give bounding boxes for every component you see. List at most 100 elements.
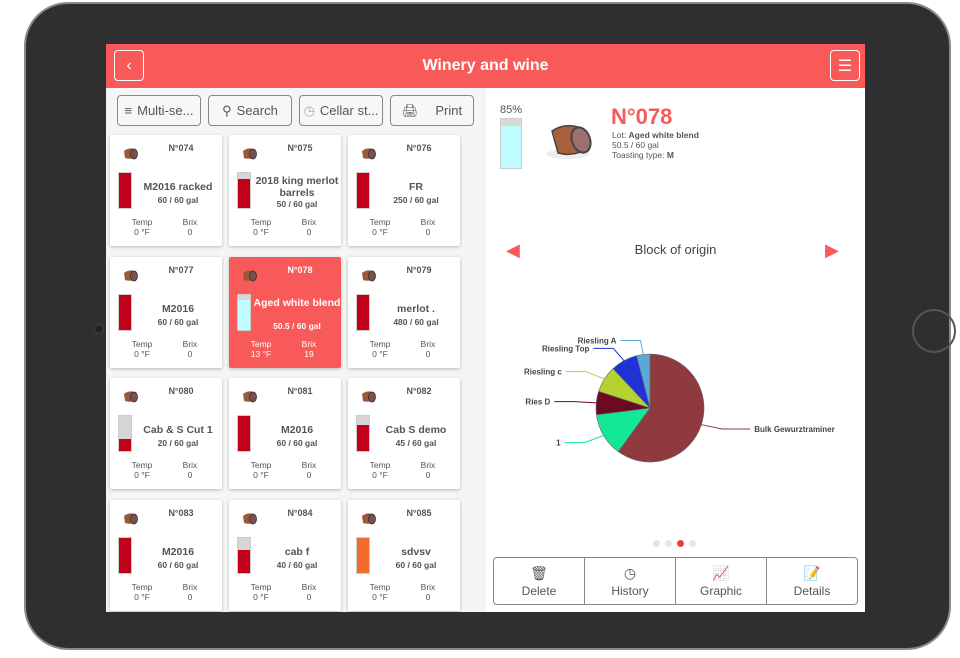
brix-label: Brix xyxy=(420,460,436,470)
temp-label: Temp xyxy=(131,582,153,592)
brix-stat: Brix 0 xyxy=(408,217,448,237)
fill-gauge xyxy=(237,415,251,452)
menu-button[interactable]: ☰ xyxy=(830,50,860,81)
brix-stat: Brix 0 xyxy=(408,460,448,480)
barrel-card[interactable]: N°078 Aged white blend 50.5 / 60 gal Tem… xyxy=(229,257,341,368)
temp-stat: Temp 0 °F xyxy=(241,217,281,237)
brix-stat: Brix 0 xyxy=(170,460,210,480)
barrel-lot-name: FR xyxy=(409,181,423,193)
fill-percent: 85% xyxy=(500,104,523,116)
history-button[interactable]: ◷ History xyxy=(585,558,676,604)
barrel-card[interactable]: N°082 Cab S demo 45 / 60 gal Temp 0 °F Br… xyxy=(348,378,460,489)
prev-chart-button[interactable]: ◀ xyxy=(506,240,520,260)
barrel-lot-name: M2016 xyxy=(280,424,314,436)
temp-value: 0 °F xyxy=(134,227,150,237)
fill-gauge-level xyxy=(119,173,131,208)
back-button[interactable]: ‹ xyxy=(114,50,144,81)
pie-leader-line xyxy=(593,347,625,362)
brix-value: 19 xyxy=(304,349,314,359)
barrel-number: N°078 xyxy=(611,104,673,129)
home-button[interactable] xyxy=(912,309,956,353)
next-chart-button[interactable]: ▶ xyxy=(825,240,839,260)
barrel-number: N°084 xyxy=(287,508,313,518)
page-dot[interactable] xyxy=(653,540,660,547)
barrel-icon xyxy=(362,270,376,282)
brix-label: Brix xyxy=(420,339,436,349)
fill-gauge-level xyxy=(238,178,250,208)
brix-label: Brix xyxy=(420,217,436,227)
chart-title: Block of origin xyxy=(634,242,717,257)
fill-gauge-level xyxy=(238,416,250,451)
barrel-card[interactable]: N°077 M2016 60 / 60 gal Temp 0 °F Brix 0 xyxy=(110,257,222,368)
barrel-card[interactable]: N°083 M2016 60 / 60 gal Temp 0 °F Brix 0 xyxy=(110,500,222,611)
fill-gauge-level xyxy=(238,549,250,573)
app-screen: ‹ Winery and wine ☰ ≡ Multi-se... ⚲ Search… xyxy=(106,44,865,612)
barrel-volume: 60 / 60 gal xyxy=(276,438,318,448)
barrel-volume: 45 / 60 gal xyxy=(395,438,437,448)
barrel-icon xyxy=(362,148,376,160)
fill-gauge xyxy=(500,118,522,169)
temp-label: Temp xyxy=(369,460,391,470)
barrel-number: N°076 xyxy=(406,143,432,153)
fill-gauge-level xyxy=(238,300,250,330)
temp-stat: Temp 13 °F xyxy=(241,339,281,359)
fill-gauge-level xyxy=(357,538,369,573)
brix-value: 0 xyxy=(187,349,193,359)
brix-value: 0 xyxy=(187,227,193,237)
page-dot[interactable] xyxy=(677,540,684,547)
page-dot[interactable] xyxy=(689,540,696,547)
temp-label: Temp xyxy=(250,582,272,592)
barrel-card[interactable]: N°076 FR 250 / 60 gal Temp 0 °F Brix 0 xyxy=(348,135,460,246)
graphic-label: Graphic xyxy=(699,583,743,598)
barrel-list-panel: ≡ Multi-se... ⚲ Search ◷ Cellar st... 🖨 Prin… xyxy=(106,88,486,612)
barrel-card[interactable]: N°081 M2016 60 / 60 gal Temp 0 °F Brix 0 xyxy=(229,378,341,489)
barrel-icon xyxy=(124,513,138,525)
search-button[interactable]: ⚲ Search xyxy=(208,95,292,126)
temp-value: 13 °F xyxy=(250,349,272,359)
delete-button[interactable]: 🗑 Delete xyxy=(494,558,585,604)
pie-leader-line xyxy=(620,340,644,355)
details-icon: 📝 xyxy=(803,564,821,581)
barrel-lot-name: M2016 xyxy=(161,546,195,558)
fill-gauge xyxy=(118,415,132,452)
barrel-lot-name: 2018 king merlot barrels xyxy=(255,175,339,199)
camera xyxy=(94,324,104,334)
history-icon: ◷ xyxy=(623,564,637,581)
temp-stat: Temp 0 °F xyxy=(360,217,400,237)
barrel-lot-name: Aged white blend xyxy=(253,297,341,309)
page-indicator xyxy=(653,540,696,547)
temp-label: Temp xyxy=(131,217,153,227)
barrel-icon xyxy=(243,513,257,525)
details-button[interactable]: 📝 Details xyxy=(767,558,857,604)
trash-icon: 🗑 xyxy=(530,564,548,581)
delete-label: Delete xyxy=(521,583,557,598)
barrel-card[interactable]: N°074 M2016 racked 60 / 60 gal Temp 0 °F … xyxy=(110,135,222,246)
fill-gauge xyxy=(356,537,370,574)
brix-stat: Brix 0 xyxy=(170,217,210,237)
pie-label: Bulk Gewurztraminer xyxy=(754,425,834,434)
fill-gauge xyxy=(237,537,251,574)
temp-stat: Temp 0 °F xyxy=(360,339,400,359)
barrel-lot-name: M2016 xyxy=(161,303,195,315)
barrel-card[interactable]: N°075 2018 king merlot barrels 50 / 60 g… xyxy=(229,135,341,246)
barrel-card[interactable]: N°079 merlot . 480 / 60 gal Temp 0 °F Bri… xyxy=(348,257,460,368)
pie-slice[interactable] xyxy=(636,353,651,409)
pie-label: Riesling c xyxy=(524,368,562,377)
print-button[interactable]: 🖨 Print xyxy=(390,95,474,126)
multi-select-button[interactable]: ≡ Multi-se... xyxy=(117,95,201,126)
history-label: History xyxy=(611,583,649,598)
graphic-button[interactable]: 📈 Graphic xyxy=(676,558,767,604)
barrel-number: N°074 xyxy=(168,143,194,153)
brix-stat: Brix 0 xyxy=(408,339,448,359)
fill-gauge-level xyxy=(357,295,369,330)
temp-value: 0 °F xyxy=(372,227,388,237)
barrel-card[interactable]: N°084 cab f 40 / 60 gal Temp 0 °F Brix 0 xyxy=(229,500,341,611)
barrel-volume: 60 / 60 gal xyxy=(157,195,199,205)
page-dot[interactable] xyxy=(665,540,672,547)
barrel-card[interactable]: N°085 sdvsv 60 / 60 gal Temp 0 °F Brix 0 xyxy=(348,500,460,611)
barrel-card[interactable]: N°080 Cab & S Cut 1 20 / 60 gal Temp 0 °F… xyxy=(110,378,222,489)
brix-label: Brix xyxy=(182,582,198,592)
barrel-number: N°080 xyxy=(168,386,194,396)
barrel-number: N°082 xyxy=(406,386,432,396)
cellar-state-button[interactable]: ◷ Cellar st... xyxy=(299,95,383,126)
